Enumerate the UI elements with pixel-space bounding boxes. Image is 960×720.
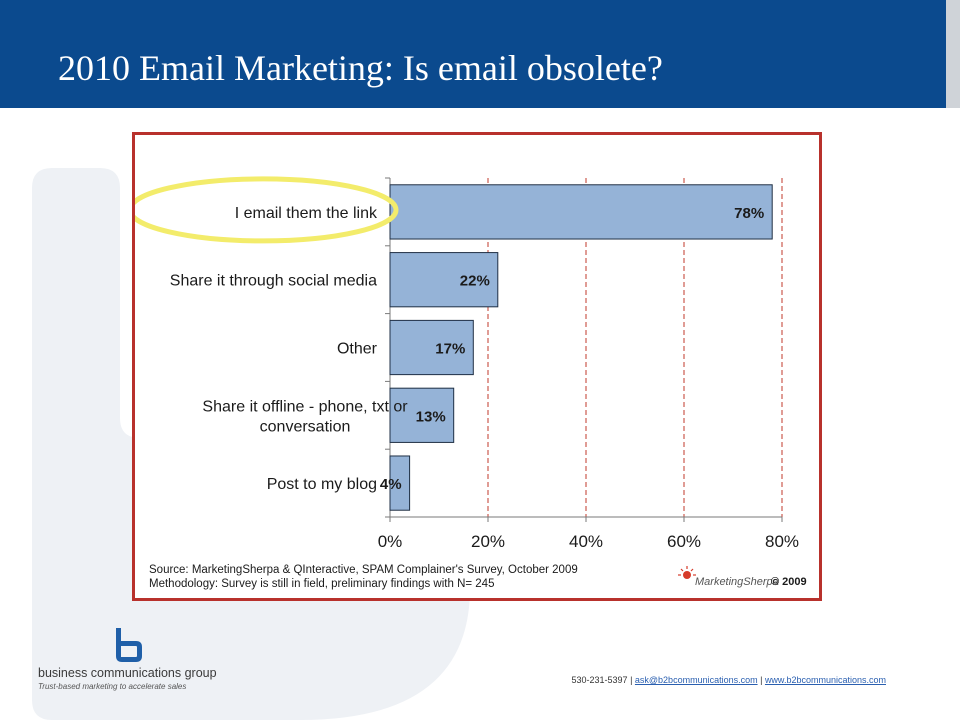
category-label: Share it through social media (170, 273, 377, 290)
footer-contact: 530-231-5397 | ask@b2bcommunications.com… (572, 675, 887, 685)
x-tick-label: 40% (569, 532, 603, 551)
sun-logo-icon (678, 566, 696, 579)
data-label: 4% (380, 476, 402, 493)
title-banner-edge (946, 0, 960, 108)
bar (389, 252, 499, 308)
marketingsherpa-credit: MarketingSherpa © 2009 (678, 566, 807, 588)
chart-source-notes: Source: MarketingSherpa & QInteractive, … (149, 564, 578, 590)
bar (389, 455, 411, 511)
email-link[interactable]: ask@b2bcommunications.com (634, 675, 758, 685)
credit-brand: MarketingSherpa (695, 576, 779, 588)
slide-title: 2010 Email Marketing: Is email obsolete? (58, 48, 663, 88)
highlight (135, 176, 399, 244)
category-label: I email them the link (235, 205, 378, 222)
bar (389, 387, 455, 443)
bars: 78% 22% 17% 13% 4% (380, 184, 773, 511)
data-label: 78% (734, 205, 764, 222)
category-label: Share it offline - phone, txt or (202, 398, 408, 415)
website-link[interactable]: www.b2bcommunications.com (764, 675, 886, 685)
data-label: 17% (435, 341, 465, 358)
bar-chart: 78% 22% 17% 13% 4% I email them the link Shar… (135, 176, 807, 590)
company-name: business communications group (38, 666, 217, 680)
company-tagline: Trust-based marketing to accelerate sale… (38, 682, 187, 691)
bar (389, 184, 773, 240)
x-tick-label: 0% (378, 532, 403, 551)
x-tick-label: 20% (471, 532, 505, 551)
separator: | (627, 675, 635, 685)
category-labels: I email them the link Share it through so… (170, 205, 408, 493)
category-label: Post to my blog (267, 476, 377, 493)
separator: | (757, 675, 765, 685)
data-label: 13% (416, 408, 446, 425)
chart-frame: 78% 22% 17% 13% 4% I email them the link Shar… (132, 132, 822, 601)
phone-number: 530-231-5397 (571, 675, 628, 685)
company-logo: business communications group Trust-base… (38, 628, 268, 694)
source-line: Source: MarketingSherpa & QInteractive, … (149, 564, 578, 576)
x-tick-label: 80% (765, 532, 799, 551)
bar (389, 319, 474, 376)
title-banner (0, 0, 946, 108)
methodology-line: Methodology: Survey is still in field, p… (149, 578, 494, 590)
category-label: conversation (260, 418, 351, 435)
data-label: 22% (460, 273, 490, 290)
highlight-ellipse (135, 176, 399, 244)
category-label: Other (337, 341, 378, 358)
x-tick-label: 60% (667, 532, 701, 551)
credit-copyright: © 2009 (771, 576, 807, 588)
b-logo-icon (116, 628, 142, 662)
x-tick-labels: 0% 20% 40% 60% 80% (378, 532, 799, 551)
